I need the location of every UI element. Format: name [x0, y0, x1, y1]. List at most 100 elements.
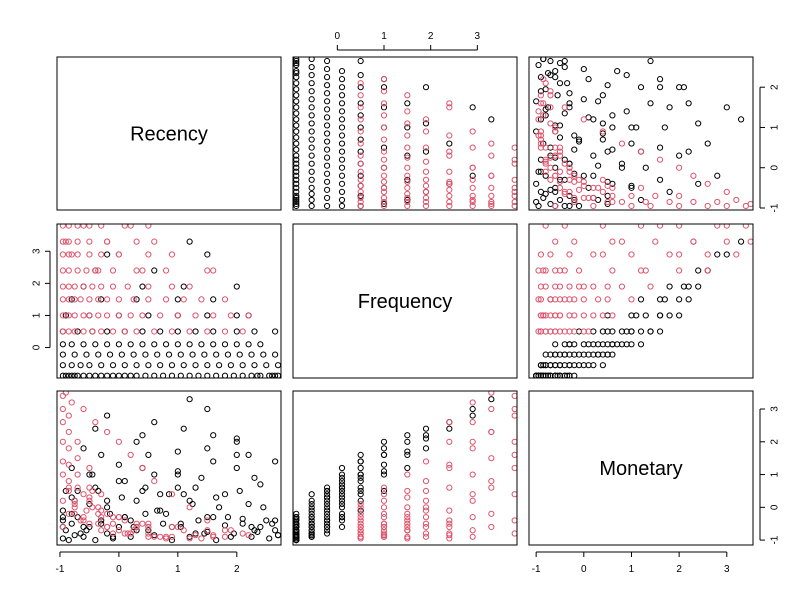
- point-group-1: [357, 84, 364, 91]
- point-group-1: [590, 152, 597, 159]
- point-group-2: [566, 296, 573, 303]
- point-group-1: [404, 432, 411, 439]
- point-group-2: [469, 533, 476, 540]
- point-group-1: [257, 481, 264, 488]
- point-group-2: [556, 184, 564, 191]
- point-group-2: [89, 487, 96, 495]
- point-group-1: [540, 57, 547, 63]
- point-group-2: [547, 88, 554, 95]
- point-group-1: [338, 84, 346, 91]
- point-group-2: [404, 471, 411, 478]
- point-group-2: [80, 491, 87, 498]
- point-group-1: [308, 532, 315, 539]
- point-group-2: [357, 182, 364, 189]
- point-group-2: [357, 92, 364, 99]
- point-group-2: [714, 224, 721, 229]
- point-group-2: [357, 140, 364, 147]
- point-group-2: [469, 202, 476, 210]
- point-group-1: [323, 122, 331, 129]
- point-group-1: [121, 372, 128, 378]
- point-group-1: [540, 362, 547, 369]
- point-group-2: [65, 238, 72, 245]
- point-group-1: [575, 136, 583, 143]
- point-group-2: [83, 507, 90, 514]
- point-group-1: [357, 458, 364, 465]
- point-group-1: [323, 138, 331, 145]
- point-group-2: [642, 198, 649, 206]
- point-group-2: [59, 267, 66, 274]
- point-group-1: [623, 108, 630, 115]
- point-group-2: [62, 391, 69, 396]
- point-group-1: [338, 500, 346, 508]
- point-group-2: [59, 392, 66, 400]
- point-group-2: [580, 283, 587, 290]
- point-group-1: [210, 328, 217, 335]
- point-group-1: [338, 504, 346, 511]
- point-group-1: [542, 172, 549, 179]
- point-group-2: [380, 504, 388, 511]
- point-group-1: [614, 341, 621, 348]
- point-group-2: [59, 283, 66, 290]
- point-group-2: [604, 198, 611, 206]
- point-group-2: [446, 104, 453, 111]
- point-group-1: [404, 451, 411, 458]
- point-group-2: [552, 172, 559, 179]
- point-group-2: [446, 517, 453, 524]
- point-group-2: [637, 148, 645, 155]
- point-group-2: [80, 405, 87, 413]
- point-group-2: [556, 168, 564, 175]
- point-group-2: [488, 140, 495, 147]
- point-group-2: [511, 451, 517, 458]
- point-group-2: [422, 188, 430, 195]
- point-group-2: [380, 148, 388, 155]
- point-group-2: [98, 283, 105, 290]
- point-group-1: [189, 500, 196, 508]
- point-group-1: [571, 196, 578, 204]
- point-group-1: [656, 84, 664, 91]
- point-group-1: [323, 520, 331, 527]
- point-group-1: [488, 116, 495, 123]
- point-group-2: [446, 198, 453, 206]
- point-group-1: [133, 438, 140, 445]
- point-group-1: [139, 487, 146, 495]
- point-group-1: [656, 176, 664, 183]
- point-group-1: [92, 484, 99, 491]
- point-group-2: [65, 224, 72, 229]
- point-group-2: [488, 172, 495, 179]
- point-group-2: [511, 392, 517, 400]
- point-group-1: [404, 438, 411, 445]
- point-group-2: [59, 523, 66, 531]
- point-group-1: [308, 202, 315, 210]
- point-group-2: [380, 112, 388, 119]
- point-group-1: [233, 438, 240, 445]
- point-group-1: [323, 194, 331, 202]
- point-group-1: [236, 351, 243, 358]
- point-group-1: [571, 132, 578, 139]
- variable-label-recency: Recency: [130, 124, 208, 146]
- point-group-1: [637, 328, 645, 335]
- point-group-2: [575, 186, 583, 193]
- point-group-2: [404, 487, 411, 495]
- point-group-1: [68, 520, 75, 527]
- point-group-1: [308, 57, 315, 63]
- point-group-1: [380, 200, 388, 208]
- tick-label: 2: [428, 31, 434, 42]
- point-group-1: [293, 98, 300, 105]
- point-group-2: [65, 445, 72, 452]
- point-group-2: [139, 520, 146, 527]
- point-group-2: [511, 156, 517, 163]
- point-group-2: [540, 76, 547, 83]
- point-group-1: [71, 351, 78, 358]
- point-group-1: [293, 168, 300, 175]
- point-group-2: [552, 238, 559, 245]
- point-group-1: [308, 128, 315, 135]
- point-group-2: [404, 144, 411, 151]
- point-group-1: [308, 120, 315, 127]
- point-group-1: [323, 500, 331, 508]
- point-group-2: [542, 224, 549, 229]
- point-group-1: [104, 328, 111, 335]
- point-group-2: [580, 116, 587, 123]
- point-group-1: [338, 76, 346, 83]
- point-group-1: [92, 536, 99, 544]
- point-group-2: [547, 92, 554, 99]
